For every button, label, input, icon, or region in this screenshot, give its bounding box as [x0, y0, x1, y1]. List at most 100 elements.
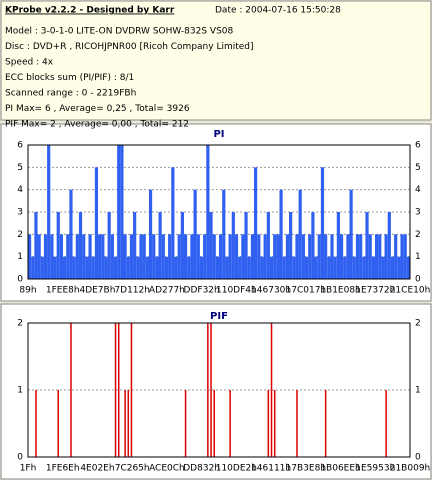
bar — [285, 234, 290, 279]
x-tick-label: 1E7372h — [355, 286, 395, 296]
x-tick-label: 21CE10h — [390, 286, 431, 296]
bar — [269, 256, 274, 279]
y2-tick-label: 1 — [415, 386, 421, 396]
bar — [352, 256, 356, 279]
bar — [362, 256, 366, 279]
bar — [371, 256, 375, 279]
x-tick-label: 146111h — [251, 464, 291, 474]
info-panel — [0, 0, 432, 121]
bar — [145, 256, 149, 279]
bar — [381, 256, 385, 279]
info-line: ECC blocks sum (PI/PIF) : 8/1 — [5, 73, 134, 83]
bar — [196, 234, 200, 279]
y-tick-label: 5 — [17, 163, 23, 173]
bar — [148, 189, 153, 279]
bar — [254, 167, 258, 279]
bar — [31, 256, 35, 279]
y2-tick-label: 0 — [415, 453, 421, 463]
bar — [126, 256, 130, 279]
bar — [56, 212, 60, 279]
bar — [130, 323, 133, 457]
bar — [129, 234, 134, 279]
bar — [324, 234, 328, 279]
x-tick-label: 7D112h — [114, 286, 150, 296]
x-tick-label: AD277h — [149, 286, 185, 296]
pif-panel — [0, 303, 432, 480]
bar — [37, 234, 41, 279]
bar — [161, 234, 165, 279]
bar — [225, 256, 229, 279]
bar — [355, 234, 360, 279]
bar — [267, 390, 270, 457]
bar — [311, 212, 315, 279]
bar — [43, 234, 48, 279]
bar — [107, 212, 111, 279]
y-tick-label: 2 — [17, 230, 23, 240]
bar — [117, 323, 120, 457]
bar — [47, 145, 51, 279]
y2-tick-label: 5 — [415, 163, 421, 173]
bar — [180, 212, 184, 279]
bar — [193, 189, 197, 279]
bar — [368, 234, 372, 279]
bar — [142, 234, 146, 279]
plot-frame — [27, 144, 411, 280]
bar — [183, 234, 188, 279]
bar — [385, 390, 387, 457]
x-tick-label: DDF32h — [184, 286, 220, 296]
bar — [387, 212, 391, 279]
bar — [374, 234, 379, 279]
bar — [282, 256, 286, 279]
bar — [270, 323, 273, 457]
bar — [212, 234, 216, 279]
bar — [66, 234, 70, 279]
bar — [241, 234, 245, 279]
chart-title: PI — [213, 129, 224, 140]
bar — [219, 234, 223, 279]
y-tick-label: 3 — [17, 208, 23, 218]
bar — [171, 167, 175, 279]
bar — [152, 234, 156, 279]
bar — [330, 234, 334, 279]
app-title: KProbe v2.2.2 - Designed by Karr — [5, 6, 175, 16]
bar — [98, 234, 102, 279]
bar — [397, 256, 401, 279]
x-tick-label: 21B009h — [390, 464, 431, 474]
bar — [279, 189, 283, 279]
info-line: Model : 3-0-1-0 LITE-ON DVDRW SOHW-832S … — [5, 27, 234, 37]
x-tick-label: 1Fh — [20, 464, 37, 474]
bar — [101, 234, 105, 279]
bar — [91, 256, 95, 279]
bar — [228, 234, 232, 279]
bar — [333, 256, 337, 279]
info-line: Speed : 4x — [5, 58, 54, 68]
bar — [263, 234, 267, 279]
info-line: PIF Max= 2 , Average= 0,00 , Total= 212 — [5, 120, 189, 130]
y-tick-label: 0 — [17, 453, 23, 463]
x-tick-label: 17B3E8h — [286, 464, 326, 474]
bar — [69, 189, 73, 279]
bar — [155, 256, 159, 279]
y2-tick-label: 6 — [415, 141, 421, 151]
y-tick-label: 0 — [17, 275, 23, 285]
x-tick-label: 1FE6Eh — [46, 464, 80, 474]
bar — [260, 256, 264, 279]
bar — [70, 323, 72, 457]
bar — [247, 256, 251, 279]
y-tick-label: 1 — [17, 386, 23, 396]
chart-title: PIF — [210, 311, 228, 322]
bar — [209, 212, 213, 279]
bar — [390, 256, 395, 279]
bar — [317, 234, 321, 279]
x-tick-label: 1E5953h — [355, 464, 395, 474]
bar — [94, 167, 99, 279]
bar — [273, 390, 276, 457]
bar — [184, 390, 187, 457]
bar — [187, 256, 191, 279]
info-line: PI Max= 6 , Average= 0,25 , Total= 3926 — [5, 104, 190, 114]
bar — [400, 234, 404, 279]
plot-frame — [27, 322, 411, 458]
bar — [359, 234, 363, 279]
bar — [113, 256, 118, 279]
